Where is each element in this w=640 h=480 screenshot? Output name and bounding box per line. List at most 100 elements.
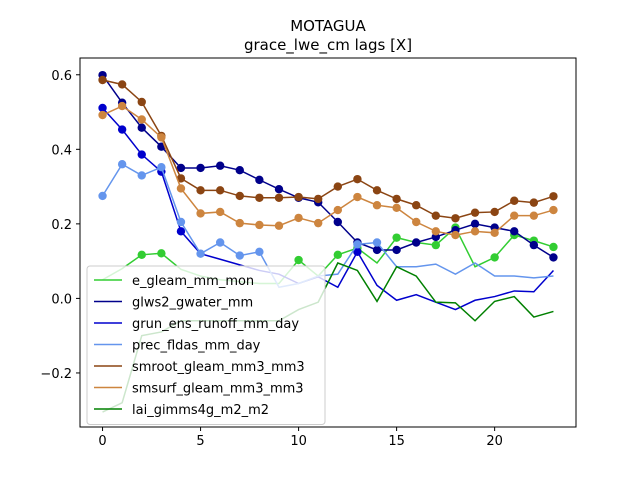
data-point [176,184,186,193]
data-point [117,101,127,111]
data-point [196,163,205,173]
data-point [157,133,166,142]
x-tick-label: 20 [486,434,503,449]
chart-subtitle: grace_lwe_cm lags [X] [244,36,412,55]
data-point [549,253,558,262]
data-point [157,163,166,172]
data-point [274,221,284,230]
data-point [117,125,127,134]
data-point [412,217,421,227]
data-point [529,198,539,207]
data-point [294,255,303,265]
chart-title: MOTAGUA [290,17,366,35]
data-point [353,247,362,257]
data-point [98,75,107,85]
data-point [353,174,362,184]
data-point [353,240,362,249]
data-point [157,249,166,258]
data-point [333,182,342,191]
data-point [549,205,558,215]
data-point [510,227,519,236]
data-point [392,203,401,213]
data-point [137,123,146,132]
legend-label: grun_ens_runoff_mm_day [132,317,299,332]
data-point [431,240,441,250]
data-point [137,171,146,180]
x-tick-label: 15 [388,434,405,449]
data-point [314,218,323,228]
data-point [274,185,284,194]
data-point [431,227,441,236]
data-point [470,208,480,217]
data-point [137,150,146,159]
data-point [333,250,342,259]
legend-label: smroot_gleam_mm3_mm3 [132,360,305,375]
series-smsurf_gleam_mm3_mm3 [98,101,558,240]
legend-label: smsurf_gleam_mm3_mm3 [132,382,304,397]
data-point [117,80,127,89]
series-line [101,163,554,289]
data-point [510,196,519,205]
data-point [98,191,107,201]
plot-frame [79,57,577,428]
data-point [137,250,146,259]
data-point [137,115,146,124]
data-point [235,251,244,260]
data-point [294,192,303,202]
y-tick-label: −0.2 [40,367,72,382]
data-point [412,201,421,210]
legend-label: lai_gimms4g_m2_m2 [132,403,269,418]
data-point [470,227,480,236]
data-point [215,186,225,195]
data-point [451,230,460,240]
legend: e_gleam_mm_mon glws2_gwater_mm grun_ens_ru… [86,265,326,425]
data-point [392,233,401,242]
data-point [215,161,225,170]
data-point [176,163,186,173]
data-point [98,110,107,120]
data-point [98,103,107,113]
x-tick-label: 0 [98,434,106,449]
data-point [333,205,342,215]
data-point [314,194,323,204]
data-point [137,97,146,107]
data-point [529,211,539,220]
data-point [353,192,362,202]
x-axis: 0 5 10 15 20 [98,427,503,449]
data-point [215,207,225,217]
data-point [255,220,264,230]
legend-label: e_gleam_mm_mon [132,274,254,289]
data-point [196,209,205,218]
data-point [490,207,499,217]
data-point [196,249,205,258]
data-point [255,175,264,185]
data-point [529,240,539,250]
data-point [431,211,441,220]
data-point [490,253,499,262]
data-point [294,213,303,223]
x-tick-label: 10 [290,434,307,449]
data-point [372,245,382,255]
data-point [196,186,205,195]
data-point [235,218,244,228]
data-point [451,214,460,223]
y-tick-label: 0.4 [51,143,72,158]
data-point [392,245,401,255]
data-point [235,191,244,201]
y-tick-label: 0.2 [51,218,72,233]
data-point [372,186,382,195]
data-point [470,219,480,229]
data-point [255,193,264,202]
y-tick-label: 0.0 [51,292,72,307]
data-point [176,174,186,183]
data-point [510,211,519,220]
data-point [235,165,244,175]
data-point [333,217,342,227]
legend-label: prec_fldas_mm_day [132,339,261,354]
x-tick-label: 5 [196,434,204,449]
data-point [392,194,401,204]
y-axis: −0.2 0.0 0.2 0.4 0.6 [40,69,80,382]
data-point [372,201,382,210]
data-point [274,193,284,202]
